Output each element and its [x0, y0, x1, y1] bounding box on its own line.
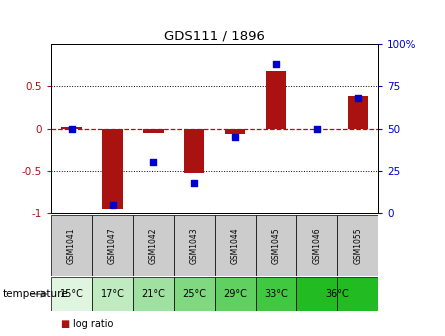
Point [354, 95, 361, 101]
Text: ■: ■ [60, 319, 69, 329]
Bar [184, 128, 205, 173]
Point [313, 126, 320, 131]
Text: GSM1041: GSM1041 [67, 227, 76, 263]
Bar [348, 96, 368, 128]
Bar [266, 71, 286, 128]
Bar [51, 215, 92, 276]
Point [68, 126, 75, 131]
Bar [174, 277, 215, 311]
Point [150, 160, 157, 165]
Bar [92, 215, 133, 276]
Title: GDS111 / 1896: GDS111 / 1896 [164, 30, 265, 43]
Bar [225, 128, 245, 134]
Text: log ratio: log ratio [73, 319, 114, 329]
Bar [174, 215, 215, 276]
Bar [133, 215, 174, 276]
Bar [133, 277, 174, 311]
Text: GSM1046: GSM1046 [312, 227, 321, 264]
Text: GSM1047: GSM1047 [108, 227, 117, 264]
Text: GSM1044: GSM1044 [231, 227, 240, 264]
Text: temperature: temperature [2, 289, 68, 299]
Bar [255, 277, 296, 311]
Bar [337, 215, 378, 276]
Text: 15°C: 15°C [60, 289, 84, 299]
Text: GSM1043: GSM1043 [190, 227, 199, 264]
Text: GSM1042: GSM1042 [149, 227, 158, 263]
Point [191, 180, 198, 185]
Text: GSM1045: GSM1045 [271, 227, 280, 264]
Bar [255, 215, 296, 276]
Bar [51, 277, 92, 311]
Bar [296, 277, 337, 311]
Bar [143, 128, 164, 133]
Bar [296, 215, 337, 276]
Text: GSM1055: GSM1055 [353, 227, 362, 264]
Bar [337, 277, 378, 311]
Text: 36°C: 36°C [325, 289, 349, 299]
Text: 29°C: 29°C [223, 289, 247, 299]
Bar [61, 127, 82, 128]
Bar [215, 215, 255, 276]
Point [231, 134, 239, 140]
Point [109, 202, 116, 208]
Bar [92, 277, 133, 311]
Bar [102, 128, 123, 209]
Point [272, 61, 279, 67]
Text: 21°C: 21°C [142, 289, 166, 299]
Bar [215, 277, 255, 311]
Text: 17°C: 17°C [101, 289, 125, 299]
Text: 25°C: 25°C [182, 289, 206, 299]
Text: 33°C: 33°C [264, 289, 288, 299]
